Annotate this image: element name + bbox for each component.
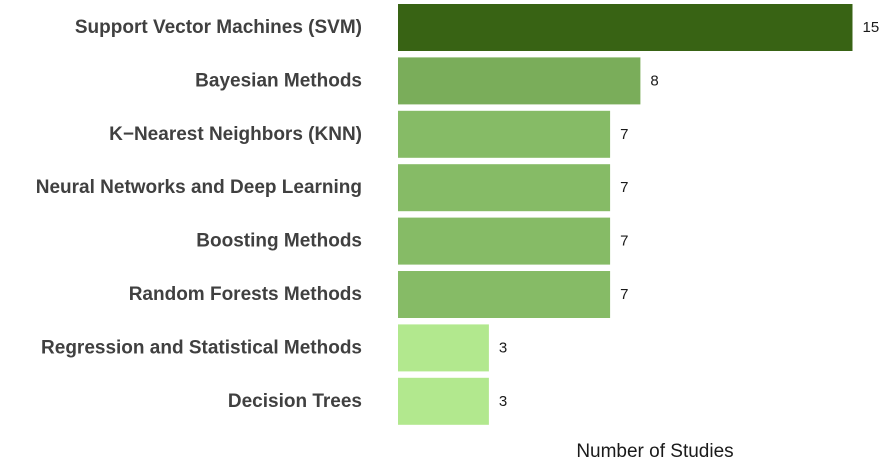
category-label-2: Bayesian Methods (195, 70, 362, 91)
value-label-3: 7 (620, 126, 628, 143)
bar-2 (398, 57, 641, 105)
bar-6 (398, 271, 611, 318)
category-labels-group: Support Vector Machines (SVM) Bayesian Me… (36, 17, 362, 412)
bar-7 (398, 324, 489, 372)
category-label-8: Decision Trees (228, 391, 362, 412)
value-label-2: 8 (650, 72, 658, 89)
bars-group (398, 4, 853, 425)
bar-5 (398, 217, 611, 265)
bar-4 (398, 164, 611, 212)
bar-3 (398, 110, 611, 158)
value-label-1: 15 (863, 19, 880, 36)
value-label-5: 7 (620, 233, 628, 250)
category-label-1: Support Vector Machines (SVM) (75, 17, 362, 38)
value-label-8: 3 (499, 393, 507, 410)
category-label-7: Regression and Statistical Methods (41, 337, 362, 358)
category-label-3: K−Nearest Neighbors (KNN) (109, 124, 362, 145)
value-label-6: 7 (620, 286, 628, 303)
bar-1 (398, 4, 853, 51)
category-label-5: Boosting Methods (196, 231, 362, 252)
bar-8 (398, 377, 489, 425)
category-label-4: Neural Networks and Deep Learning (36, 177, 362, 198)
category-label-6: Random Forests Methods (129, 284, 362, 305)
value-label-4: 7 (620, 179, 628, 196)
x-axis-title: Number of Studies (576, 441, 733, 462)
value-label-7: 3 (499, 339, 507, 356)
value-labels-group: 15 8 7 7 7 7 3 3 (499, 19, 879, 410)
